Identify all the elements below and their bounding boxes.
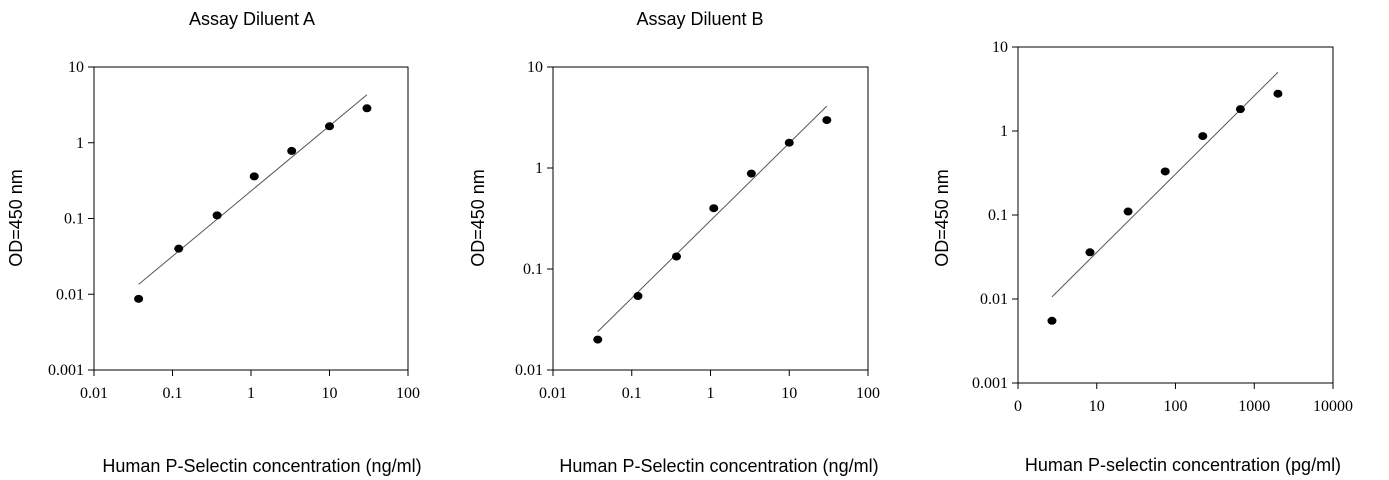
trend-line — [138, 94, 368, 285]
plot-frame — [1017, 46, 1334, 384]
x-tick-label: 0.01 — [539, 385, 567, 402]
data-point — [249, 172, 259, 181]
chart-assay-diluent-a: Assay Diluent A OD=450 nm Human P-Select… — [6, 9, 422, 476]
data-point — [325, 122, 334, 131]
data-point — [1123, 207, 1133, 216]
y-tick-label: 0.1 — [988, 207, 1008, 224]
y-tick-label: 10 — [992, 39, 1008, 56]
data-point — [174, 244, 184, 253]
data-point — [134, 294, 144, 303]
x-axis-label: Human P-Selectin concentration (ng/ml) — [559, 456, 878, 476]
y-tick-label: 0.1 — [523, 261, 543, 278]
data-point — [593, 335, 603, 344]
y-tick-label: 1 — [76, 135, 84, 152]
data-point — [1085, 248, 1095, 257]
plot-frame — [93, 66, 409, 371]
x-axis-label: Human P-Selectin concentration (ng/ml) — [102, 456, 421, 476]
x-tick-label: 100 — [1164, 398, 1188, 415]
plot-area: 0.001 0.01 0.1 1 10 0.01 0.1 1 10 100 — [48, 59, 420, 402]
data-point — [822, 116, 832, 125]
x-tick-label: 10000 — [1313, 398, 1353, 415]
chart-title: Assay Diluent B — [636, 9, 763, 29]
x-tick-label: 100 — [856, 385, 880, 402]
data-point — [671, 252, 681, 261]
y-tick-label: 10 — [527, 59, 543, 76]
y-tick-label: 0.001 — [972, 375, 1008, 392]
x-tick-label: 100 — [396, 385, 420, 402]
x-tick-label: 10 — [322, 385, 338, 402]
y-tick-label: 0.001 — [48, 362, 84, 379]
y-axis-label: OD=450 nm — [468, 169, 488, 267]
data-point — [784, 138, 794, 147]
data-point — [362, 104, 372, 113]
chart-title: Assay Diluent A — [189, 9, 315, 29]
y-tick-label: 1 — [1000, 123, 1008, 140]
y-tick-label: 0.01 — [980, 291, 1008, 308]
y-tick-label: 10 — [68, 59, 84, 76]
data-point — [1273, 89, 1283, 98]
y-tick-label: 1 — [535, 160, 543, 177]
y-tick-label: 0.01 — [515, 362, 543, 379]
x-tick-label: 0.01 — [80, 385, 108, 402]
x-tick-label: 1 — [247, 385, 255, 402]
trend-line — [1051, 71, 1279, 298]
x-axis-label: Human P-selectin concentration (pg/ml) — [1025, 455, 1341, 475]
chart-assay-diluent-b: Assay Diluent B OD=450 nm Human P-Select… — [468, 9, 880, 476]
data-point — [1160, 167, 1170, 176]
data-point — [287, 146, 297, 155]
y-axis-label: OD=450 nm — [932, 169, 952, 267]
x-tick-label: 10 — [1089, 398, 1105, 415]
data-point — [212, 211, 222, 220]
y-axis-label: OD=450 nm — [6, 169, 26, 267]
data-point — [633, 292, 643, 301]
plot-area: 0.01 0.1 1 10 0.01 0.1 1 10 100 — [515, 59, 880, 402]
y-tick-label: 0.01 — [56, 286, 84, 303]
x-tick-label: 0.1 — [622, 385, 642, 402]
x-tick-label: 1 — [707, 385, 715, 402]
x-tick-label: 0 — [1014, 398, 1022, 415]
x-tick-label: 10 — [781, 385, 797, 402]
chart-pg-ml: OD=450 nm Human P-selectin concentration… — [932, 39, 1353, 475]
x-tick-label: 1000 — [1238, 398, 1270, 415]
data-point — [746, 169, 756, 178]
data-point — [1198, 132, 1208, 141]
data-point — [709, 204, 719, 213]
data-point — [1235, 105, 1245, 114]
data-point — [1047, 316, 1057, 325]
x-tick-label: 0.1 — [163, 385, 183, 402]
y-tick-label: 0.1 — [64, 211, 84, 228]
